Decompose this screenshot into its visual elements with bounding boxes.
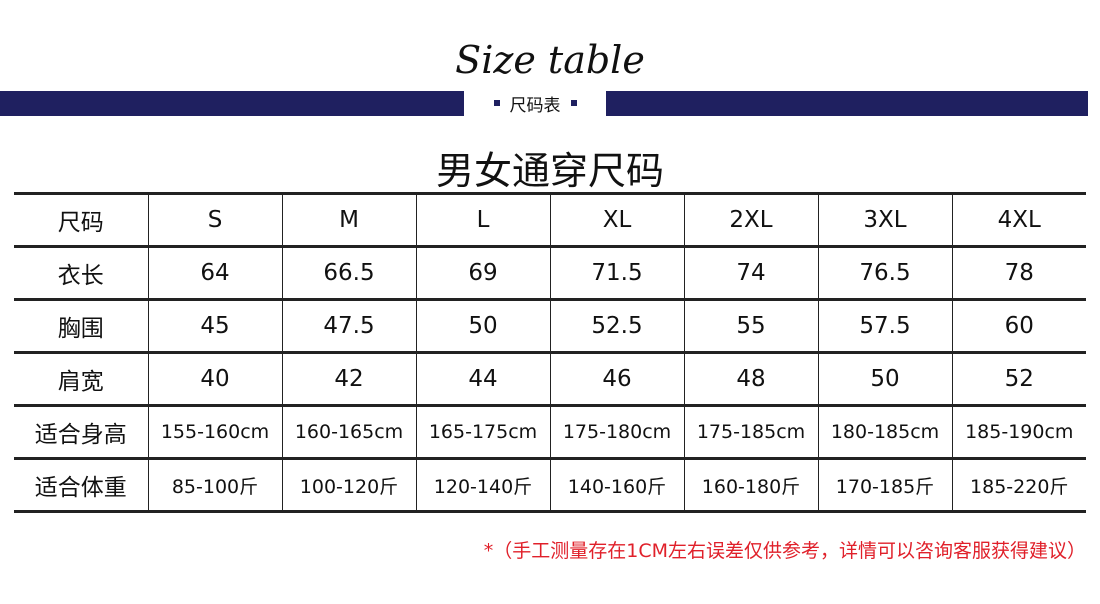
table-cell: 120-140斤 (415, 457, 551, 513)
table-cell: 185-190cm (951, 404, 1086, 460)
table-cell: 160-165cm (281, 404, 417, 460)
table-cell: 180-185cm (817, 404, 953, 460)
table-cell: 64 (147, 245, 283, 301)
table-cell: 100-120斤 (281, 457, 417, 513)
row-label-cell: 尺码 (14, 192, 149, 248)
subtitle: 尺码表 (464, 88, 606, 118)
table-cell: L (415, 192, 551, 248)
table-cell: 50 (415, 298, 551, 354)
table-cell: 66.5 (281, 245, 417, 301)
table-cell: 2XL (683, 192, 819, 248)
table-cell: 74 (683, 245, 819, 301)
table-cell: 69 (415, 245, 551, 301)
table-cell: 57.5 (817, 298, 953, 354)
table-row: 适合体重 85-100斤 100-120斤 120-140斤 140-160斤 160-1… (14, 457, 1086, 513)
square-bullet-icon (570, 100, 577, 106)
table-cell: 45 (147, 298, 283, 354)
table-cell: 52 (951, 351, 1086, 407)
table-cell: 3XL (817, 192, 953, 248)
title-band-left (0, 91, 464, 116)
table-row: 肩宽 40 42 44 46 48 50 52 (14, 351, 1086, 407)
table-cell: 160-180斤 (683, 457, 819, 513)
table-cell: 175-180cm (549, 404, 685, 460)
table-cell: S (147, 192, 283, 248)
title-band-right (606, 91, 1088, 116)
table-cell: 50 (817, 351, 953, 407)
table-cell: 47.5 (281, 298, 417, 354)
table-cell: 60 (951, 298, 1086, 354)
table-cell: 4XL (951, 192, 1086, 248)
table-cell: 78 (951, 245, 1086, 301)
table-cell: 42 (281, 351, 417, 407)
table-cell: 170-185斤 (817, 457, 953, 513)
row-label-cell: 胸围 (14, 298, 149, 354)
table-heading: 男女通穿尺码 (435, 149, 664, 193)
table-cell: 76.5 (817, 245, 953, 301)
table-row: 衣长 64 66.5 69 71.5 74 76.5 78 (14, 245, 1086, 301)
row-label-cell: 衣长 (14, 245, 149, 301)
table-row: 适合身高 155-160cm 160-165cm 165-175cm 175-180cm… (14, 404, 1086, 460)
page-title: Size table (455, 38, 645, 82)
table-cell: 155-160cm (147, 404, 283, 460)
table-cell: 71.5 (549, 245, 685, 301)
table-cell: XL (549, 192, 685, 248)
table-cell: 55 (683, 298, 819, 354)
table-cell: M (281, 192, 417, 248)
row-label-cell: 适合体重 (14, 457, 149, 513)
size-table: 尺码 S M L XL 2XL 3XL 4XL 衣长 64 66.5 69 71.5 74 76.5 78 胸围… (14, 192, 1086, 513)
table-cell: 185-220斤 (951, 457, 1086, 513)
square-bullet-icon (493, 100, 500, 106)
header-row: 尺码 S M L XL 2XL 3XL 4XL (14, 192, 1086, 248)
table-cell: 44 (415, 351, 551, 407)
table-cell: 175-185cm (683, 404, 819, 460)
table-cell: 40 (147, 351, 283, 407)
table-cell: 140-160斤 (549, 457, 685, 513)
row-label-cell: 肩宽 (14, 351, 149, 407)
table-cell: 85-100斤 (147, 457, 283, 513)
table-cell: 165-175cm (415, 404, 551, 460)
measurement-note: *（手工测量存在1CM左右误差仅供参考，详情可以咨询客服获得建议） (483, 540, 1086, 562)
table-cell: 48 (683, 351, 819, 407)
table-cell: 46 (549, 351, 685, 407)
table-cell: 52.5 (549, 298, 685, 354)
table-row: 胸围 45 47.5 50 52.5 55 57.5 60 (14, 298, 1086, 354)
row-label-cell: 适合身高 (14, 404, 149, 460)
subtitle-text: 尺码表 (509, 95, 561, 116)
